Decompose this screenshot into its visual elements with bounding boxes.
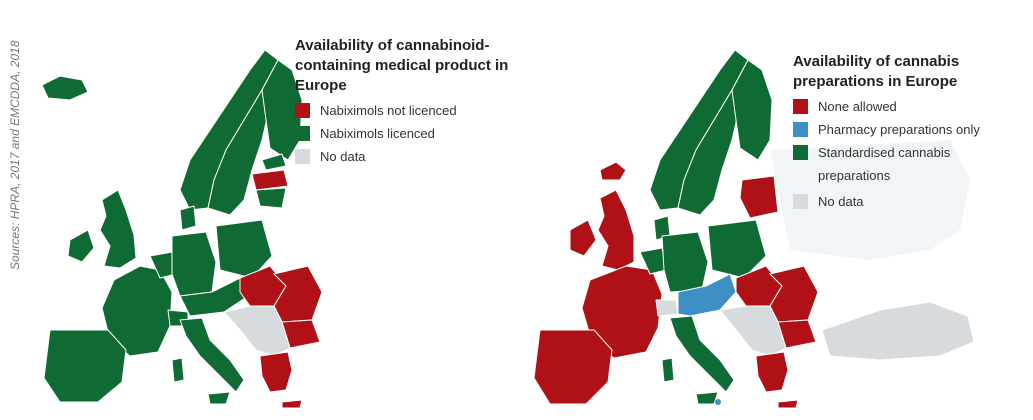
country-romania (273, 265, 323, 323)
legend-swatch-green (295, 126, 310, 141)
country-austria-czech (677, 273, 737, 317)
legend-swatch-grey (295, 149, 310, 164)
country-ireland (569, 219, 597, 257)
country-sardinia (171, 357, 185, 383)
country-iceland (41, 75, 89, 101)
country-crete (777, 399, 799, 409)
legend-right: Availability of cannabis preparations in… (793, 52, 1023, 216)
country-crete (281, 399, 303, 409)
country-malta (715, 399, 721, 405)
country-romania (769, 265, 819, 323)
country-iberia (533, 329, 613, 405)
country-greece (259, 351, 293, 393)
legend-label: None allowed (818, 99, 897, 114)
legend-swatch-red (295, 103, 310, 118)
legend-label: Pharmacy preparations only (818, 122, 980, 137)
country-france (581, 265, 663, 359)
country-sardinia (661, 357, 675, 383)
country-denmark (179, 205, 197, 231)
country-lithuania (255, 187, 287, 209)
map-cannabis-preparations-europe (533, 49, 975, 409)
country-sicily (207, 391, 231, 405)
legend-swatch-blue (793, 122, 808, 137)
country-iceland (599, 161, 627, 181)
country-uk (597, 189, 635, 271)
region-east-background (770, 140, 970, 260)
legend-swatch-grey (793, 194, 808, 209)
legend-label: Nabiximols licenced (320, 126, 435, 141)
country-poland (707, 219, 767, 279)
legend-item: Standardised cannabis preparations (793, 144, 1023, 187)
country-turkey (821, 301, 975, 361)
country-sicily (695, 391, 719, 405)
legend-label: No data (320, 149, 366, 164)
legend-title: Availability of cannabis preparations in… (793, 53, 960, 90)
legend-item: None allowed (793, 98, 1023, 115)
legend-swatch-red (793, 99, 808, 114)
legend-item: Pharmacy preparations only (793, 121, 1023, 138)
legend-title: Availability of cannabinoid-containing m… (295, 37, 509, 94)
legend-item: No data (793, 193, 1023, 210)
legend-item: No data (295, 148, 535, 165)
source-note: Sources: HPRA, 2017 and EMCDDA, 2018 (8, 40, 22, 270)
country-italy (179, 317, 245, 393)
country-ireland (67, 229, 95, 263)
country-germany (171, 231, 217, 297)
legend-left: Availability of cannabinoid-containing m… (295, 36, 535, 171)
legend-label: Nabiximols not licenced (320, 103, 457, 118)
legend-item: Nabiximols not licenced (295, 102, 535, 119)
country-iberia (43, 329, 127, 403)
legend-label: No data (818, 194, 864, 209)
country-poland (215, 219, 273, 279)
map-nabiximols-europe (41, 49, 323, 409)
country-estonia (261, 153, 287, 171)
country-finland (731, 59, 773, 161)
legend-item: Nabiximols licenced (295, 125, 535, 142)
source-note-wrap: Sources: HPRA, 2017 and EMCDDA, 2018 (8, 41, 28, 290)
country-greece (755, 351, 789, 393)
country-switzerland (655, 299, 679, 317)
legend-swatch-green (793, 145, 808, 160)
country-germany (661, 231, 709, 293)
country-italy (669, 315, 735, 393)
legend-label: Standardised cannabis preparations (818, 145, 951, 183)
country-france (101, 265, 173, 357)
country-balkans (223, 305, 291, 357)
country-baltics (739, 175, 779, 219)
country-latvia (251, 169, 289, 191)
country-uk (99, 189, 137, 269)
country-balkans (719, 305, 787, 357)
